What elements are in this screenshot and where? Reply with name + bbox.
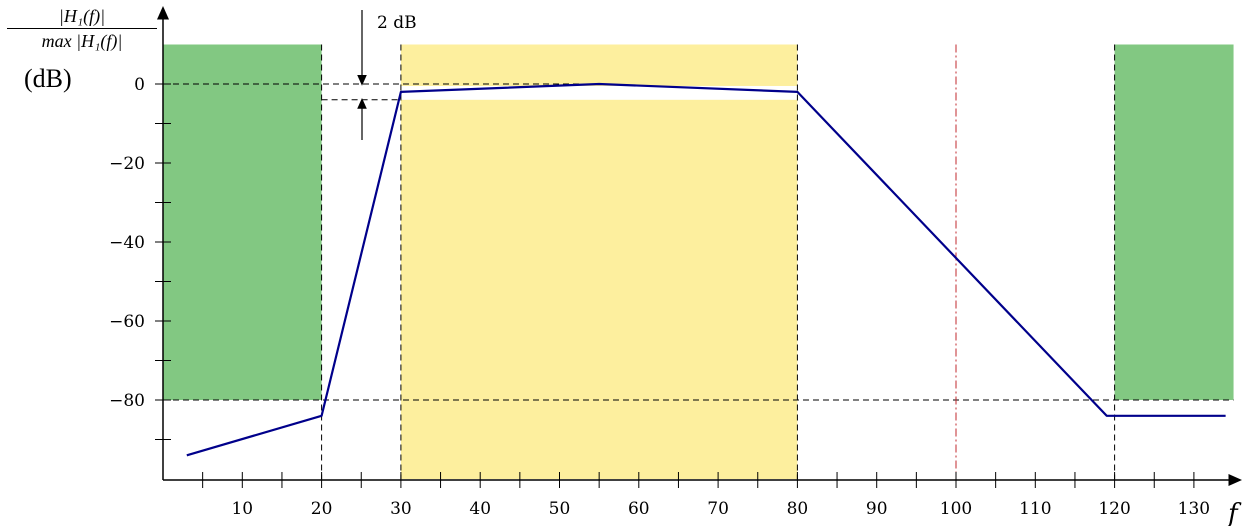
y-tick-label--20: −20 bbox=[109, 154, 145, 174]
x-tick-label-50: 50 bbox=[549, 499, 571, 519]
y-tick-label--40: −40 bbox=[109, 233, 145, 253]
x-tick-label-130: 130 bbox=[1178, 499, 1210, 519]
x-tick-label-30: 30 bbox=[390, 499, 412, 519]
x-tick-label-40: 40 bbox=[469, 499, 491, 519]
x-tick-label-20: 20 bbox=[311, 499, 333, 519]
y-axis-unit: (dB) bbox=[24, 64, 72, 93]
x-tick-label-70: 70 bbox=[707, 499, 729, 519]
response-curve bbox=[186, 82, 1226, 457]
y-tick-label--60: −60 bbox=[109, 312, 145, 332]
x-tick-label-120: 120 bbox=[1098, 499, 1130, 519]
passband-tolerance-gap bbox=[399, 85, 799, 100]
x-tick-label-90: 90 bbox=[866, 499, 888, 519]
y-axis-label: |H₁(f)| max |H₁(f)| bbox=[6, 5, 158, 52]
x-tick-label-100: 100 bbox=[940, 499, 972, 519]
tolerance-annotation-label: 2 dB bbox=[377, 13, 417, 33]
fraction-bar bbox=[7, 28, 157, 29]
y-axis-label-numerator: |H₁(f)| bbox=[58, 6, 106, 26]
stopband-region-1 bbox=[163, 44, 322, 400]
x-tick-label-60: 60 bbox=[628, 499, 650, 519]
stopband-region-2 bbox=[1114, 44, 1234, 400]
y-axis-label-denominator: max |H₁(f)| bbox=[41, 31, 123, 51]
x-tick-label-80: 80 bbox=[787, 499, 809, 519]
y-tick-label-0: 0 bbox=[134, 75, 145, 95]
y-tick-label--80: −80 bbox=[109, 391, 145, 411]
x-tick-label-10: 10 bbox=[231, 499, 253, 519]
passband-region bbox=[400, 44, 798, 479]
x-axis-label: f bbox=[1226, 499, 1242, 526]
x-tick-label-110: 110 bbox=[1019, 499, 1051, 519]
